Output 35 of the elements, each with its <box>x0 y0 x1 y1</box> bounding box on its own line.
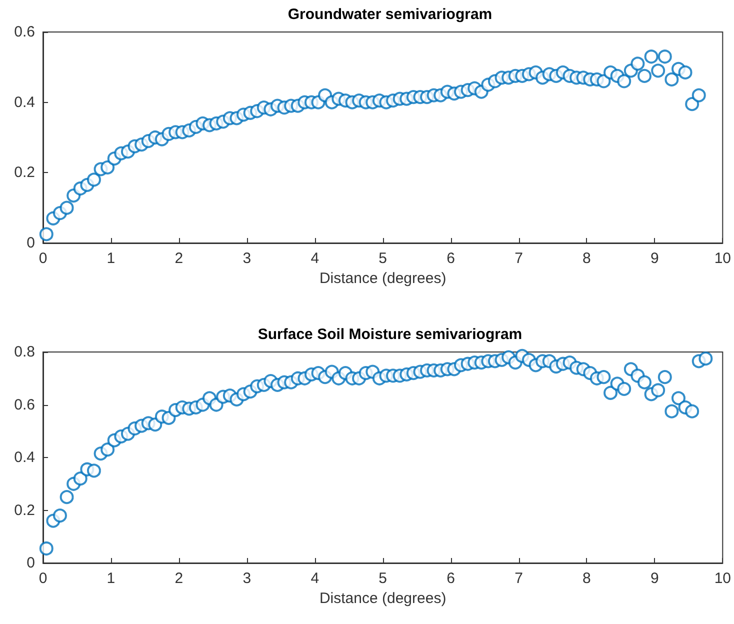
y-tick-label: 0.4 <box>14 94 35 111</box>
x-tick-label: 10 <box>714 570 731 587</box>
x-tick-label: 6 <box>446 250 455 267</box>
x-tick-label: 3 <box>242 570 252 587</box>
y-tick-label: 0 <box>26 234 35 252</box>
y-tick-label: 0.8 <box>14 344 35 360</box>
y-tick-label: 0.6 <box>14 396 35 414</box>
y-tick-label: 0 <box>26 554 35 572</box>
chart-title: Surface Soil Moisture semivariogram <box>258 326 522 343</box>
x-axis-title: Distance (degrees) <box>319 590 446 607</box>
x-tick-label: 6 <box>446 570 455 587</box>
x-tick-label: 4 <box>310 570 320 587</box>
x-tick-label: 5 <box>378 250 387 267</box>
y-tick-label: 0.2 <box>14 502 35 519</box>
x-tick-label: 7 <box>514 570 523 587</box>
x-tick-label: 9 <box>650 570 659 587</box>
x-tick-label: 9 <box>650 250 659 267</box>
x-tick-label: 0 <box>38 570 48 587</box>
x-tick-label: 8 <box>582 250 591 267</box>
x-tick-label: 1 <box>106 250 116 267</box>
x-tick-label: 5 <box>378 570 387 587</box>
x-tick-label: 4 <box>310 250 320 267</box>
y-tick-label: 0.6 <box>14 24 35 40</box>
x-tick-label: 8 <box>582 570 591 587</box>
x-tick-label: 10 <box>714 250 731 267</box>
x-tick-label: 2 <box>174 250 184 267</box>
x-tick-label: 1 <box>106 570 116 587</box>
x-tick-label: 7 <box>514 250 523 267</box>
x-tick-label: 2 <box>174 570 184 587</box>
x-tick-label: 3 <box>242 250 252 267</box>
chart-title: Groundwater semivariogram <box>288 6 492 23</box>
x-tick-label: 0 <box>38 250 48 267</box>
y-tick-label: 0.2 <box>14 164 35 182</box>
x-axis-title: Distance (degrees) <box>319 270 446 287</box>
y-tick-label: 0.4 <box>14 449 35 466</box>
